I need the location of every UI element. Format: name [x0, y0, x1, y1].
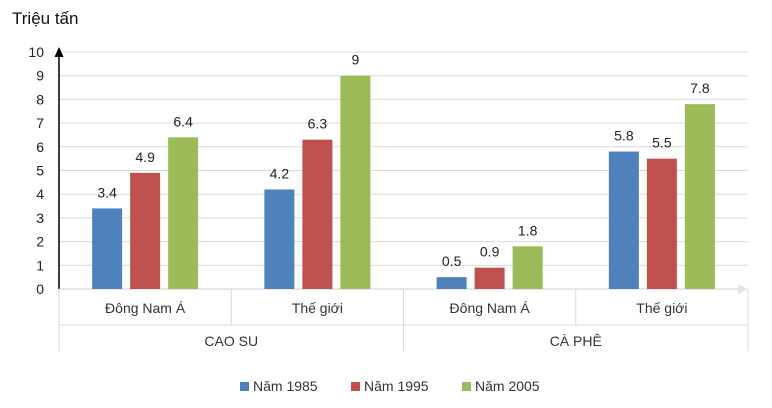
data-label: 9 [351, 52, 359, 68]
legend-label: Năm 2005 [475, 378, 540, 394]
x-category-label: Thế giới [292, 300, 343, 316]
y-tick-label: 3 [36, 210, 44, 226]
bar [340, 75, 371, 289]
data-label: 5.5 [652, 135, 672, 151]
y-tick-label: 10 [28, 44, 44, 60]
legend-label: Năm 1995 [364, 378, 429, 394]
y-tick-label: 7 [36, 115, 44, 131]
y-tick-label: 5 [36, 163, 44, 179]
x-category-label: Đông Nam Á [450, 300, 531, 316]
bar [684, 104, 715, 289]
y-tick-labels: 0 1 2 3 4 5 6 7 8 9 10 [28, 44, 44, 297]
legend-swatch [351, 382, 360, 391]
y-tick-label: 2 [36, 234, 44, 250]
gridlines [59, 51, 748, 266]
x-category-label: Thế giới [636, 300, 687, 316]
data-label: 3.4 [97, 184, 117, 200]
data-label: 6.4 [173, 113, 193, 129]
bar [302, 139, 333, 289]
bar [264, 189, 295, 289]
data-label: 4.2 [270, 165, 290, 181]
y-axis-title: Triệu tấn [12, 9, 78, 28]
bar [92, 208, 123, 289]
data-label: 4.9 [135, 149, 155, 165]
bars [92, 75, 715, 289]
bar [130, 172, 161, 289]
legend-label: Năm 1985 [253, 378, 318, 394]
bar [646, 158, 677, 289]
data-label: 7.8 [690, 80, 710, 96]
data-label: 0.9 [480, 244, 500, 260]
y-tick-label: 4 [36, 186, 44, 202]
category-labels: Đông Nam Á Thế giới Đông Nam Á Thế giới CAO … [105, 300, 687, 349]
x-category-label: Đông Nam Á [105, 300, 186, 316]
x-group-label: CÀ PHÊ [550, 333, 602, 349]
legend-swatch [240, 382, 249, 391]
data-label: 0.5 [442, 253, 462, 269]
data-label: 1.8 [518, 222, 538, 238]
data-label: 6.3 [308, 116, 328, 132]
bar [608, 151, 639, 289]
data-label: 5.8 [614, 128, 634, 144]
y-tick-label: 1 [36, 257, 44, 273]
y-tick-label: 0 [36, 281, 44, 297]
bar [436, 277, 467, 289]
y-axis-arrow [54, 47, 64, 57]
y-tick-label: 9 [36, 68, 44, 84]
legend-swatch [462, 382, 471, 391]
x-group-label: CAO SU [204, 333, 258, 349]
bar [512, 246, 543, 289]
y-tick-label: 6 [36, 139, 44, 155]
bar [168, 137, 199, 289]
data-labels: 3.4 4.9 6.4 4.2 6.3 9 0.5 0.9 1.8 5.8 5.5 7.8 [97, 52, 709, 269]
legend: Năm 1985 Năm 1995 Năm 2005 [240, 378, 540, 394]
bar [474, 267, 505, 289]
x-axis-arrow [738, 284, 748, 294]
y-tick-label: 8 [36, 91, 44, 107]
